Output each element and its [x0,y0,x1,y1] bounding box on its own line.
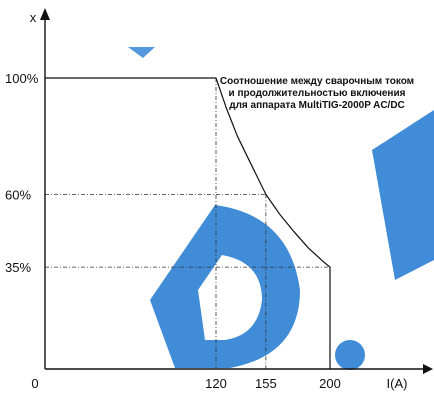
x-tick-label: 200 [319,376,341,391]
watermark-dot [335,340,365,370]
watermark-logo [128,47,434,370]
y-tick-label: 35% [5,260,31,275]
x-tick-label: 120 [205,376,227,391]
y-axis-label: x [30,10,37,25]
x-axis-label: I(A) [387,376,408,391]
x-tick-label: 0 [31,376,38,391]
watermark-letter-p [372,110,434,280]
chart-title-line: Соотношение между сварочным током [220,76,414,87]
y-tick-label: 60% [5,187,31,202]
x-axis-arrow [423,364,433,374]
duty-cycle-curve [45,77,331,369]
watermark-letter-d-hole [198,255,262,340]
y-axis-arrow [40,8,50,20]
tick-labels: 0 120 155 200 100% 60% 35% I(A) x [5,10,407,391]
axes [40,8,433,374]
x-tick-label: 155 [255,376,277,391]
chart-title-line: и продолжительностью включения [229,88,406,99]
curve-group [45,77,331,369]
chart-title-line: для аппарата MultiTIG-2000P AC/DC [229,100,405,111]
y-tick-label: 100% [5,71,39,86]
watermark-accent [128,47,155,58]
